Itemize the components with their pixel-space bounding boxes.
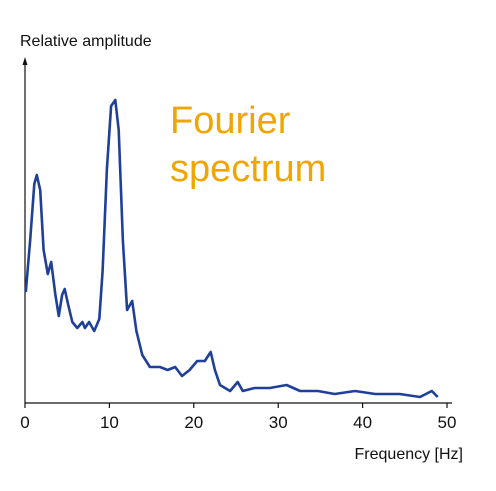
annotation: spectrum: [170, 148, 326, 190]
x-tick-label: 10: [100, 413, 119, 432]
x-tick-label: 50: [438, 413, 457, 432]
x-axis-label: Frequency [Hz]: [355, 446, 463, 463]
y-axis-label: Relative amplitude: [20, 33, 152, 50]
spectrum-line: [24, 98, 439, 399]
x-tick-label: 30: [269, 413, 288, 432]
x-tick-label: 40: [353, 413, 372, 432]
annotation: Fourier: [170, 100, 291, 142]
y-axis-arrow: [22, 57, 28, 65]
x-tick-label: 0: [20, 413, 29, 432]
x-tick-label: 20: [184, 413, 203, 432]
